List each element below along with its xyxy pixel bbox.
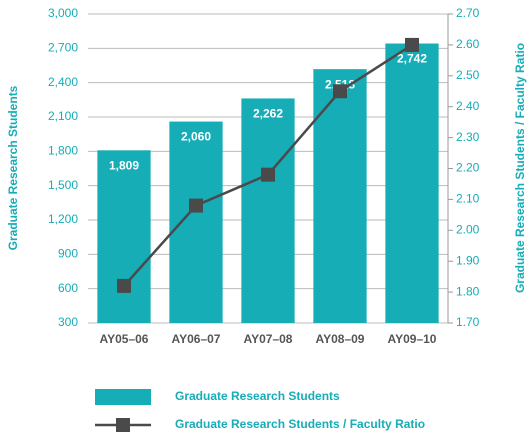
y-tick-label: 3,000 [48,6,78,20]
y-tick-label: 2,400 [48,75,78,89]
bar-value-label: 2,742 [397,52,427,66]
line-marker [189,198,203,213]
line-marker [261,167,275,182]
line-marker [333,84,347,99]
bar [169,121,223,323]
bar-value-label: 2,060 [181,130,211,144]
y-tick-label: 1,800 [48,144,78,158]
y-tick-label: 900 [58,247,78,261]
y-tick-label: 1,500 [48,178,78,192]
y-tick-label: 600 [58,281,78,295]
x-tick-label: AY07–08 [244,332,293,346]
legend-label: Graduate Research Students [175,389,340,403]
y-axis-title: Graduate Research Students [6,85,20,250]
x-tick-label: AY08–09 [316,332,365,346]
y2-tick-label: 1.90 [456,253,480,267]
y2-tick-label: 1.80 [456,284,480,298]
x-tick-label: AY09–10 [388,332,437,346]
x-tick-label: AY06–07 [172,332,221,346]
x-tick-label: AY05–06 [100,332,149,346]
y-tick-label: 300 [58,315,78,329]
bar-value-label: 2,262 [253,107,283,121]
legend-marker [116,418,130,432]
y-tick-label: 1,200 [48,212,78,226]
line-marker [117,278,131,293]
bar [241,98,295,324]
bar [385,43,439,323]
y2-tick-label: 1.70 [456,315,480,329]
bar-value-label: 1,809 [109,158,139,172]
line-marker [405,37,419,52]
y2-tick-label: 2.10 [456,192,480,206]
y2-tick-label: 2.50 [456,68,480,82]
y2-tick-label: 2.30 [456,130,480,144]
y2-axis-title: Graduate Research Students / Faculty Rat… [513,43,527,293]
y2-tick-label: 2.00 [456,222,480,236]
y2-tick-label: 2.40 [456,99,480,113]
y2-tick-label: 2.60 [456,37,480,51]
bar [313,69,367,323]
y2-tick-label: 2.20 [456,161,480,175]
bar [97,150,151,323]
legend-swatch [95,389,151,405]
y-tick-label: 2,100 [48,109,78,123]
legend-label: Graduate Research Students / Faculty Rat… [175,417,425,431]
y-tick-label: 2,700 [48,41,78,55]
y2-tick-label: 2.70 [456,6,480,20]
